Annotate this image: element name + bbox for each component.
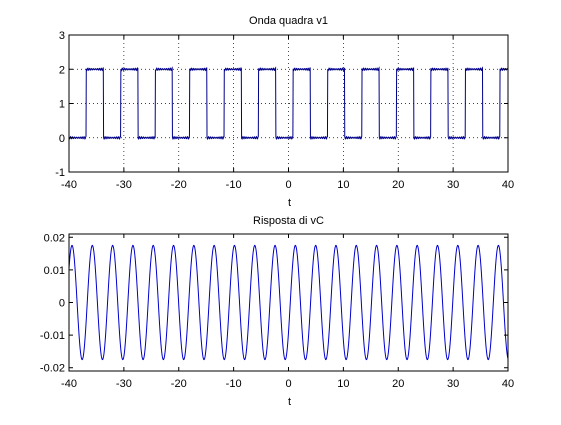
- bottom-axes: -40 -30 -20 -10 0 10 20 30 40 -0.02 -0.01 0 0.01 0.02…: [40, 215, 514, 408]
- y-tick-label: 3: [59, 30, 65, 42]
- y-tick-label: 0.02: [44, 232, 65, 244]
- x-tick-label: 0: [285, 378, 291, 390]
- x-tick-label: -40: [61, 179, 77, 191]
- x-tick-label: -30: [116, 179, 132, 191]
- x-tick-label: 10: [337, 179, 349, 191]
- chart-title: Risposta di vC: [253, 215, 324, 227]
- x-tick-label: 30: [447, 179, 459, 191]
- y-tick-label: 1: [59, 99, 65, 111]
- x-axis-label: t: [288, 197, 291, 209]
- y-tick-label: 0: [59, 133, 65, 145]
- y-tick-label: -0.01: [40, 330, 65, 342]
- y-tick-label: -0.02: [40, 363, 65, 375]
- x-axis-label: t: [288, 396, 291, 408]
- x-tick-label: 20: [392, 179, 404, 191]
- x-tick-label: -10: [226, 378, 242, 390]
- x-tick-label: 40: [502, 179, 514, 191]
- plot-area: [69, 234, 508, 371]
- x-tick-label: 0: [285, 179, 291, 191]
- y-tick-label: 0: [59, 298, 65, 310]
- x-tick-label: 10: [337, 378, 349, 390]
- x-tick-label: 30: [447, 378, 459, 390]
- y-tick-label: -1: [55, 167, 65, 179]
- x-tick-label: 40: [502, 378, 514, 390]
- series-line: [68, 66, 509, 141]
- x-tick-label: -30: [116, 378, 132, 390]
- x-tick-label: -20: [171, 378, 187, 390]
- y-tick-label: 2: [59, 64, 65, 76]
- y-tick-label: 0.01: [44, 265, 65, 277]
- x-tick-label: -10: [226, 179, 242, 191]
- chart-title: Onda quadra v1: [249, 15, 328, 27]
- x-tick-label: -20: [171, 179, 187, 191]
- x-tick-label: 20: [392, 378, 404, 390]
- x-tick-label: -40: [61, 378, 77, 390]
- series-line: [68, 244, 509, 361]
